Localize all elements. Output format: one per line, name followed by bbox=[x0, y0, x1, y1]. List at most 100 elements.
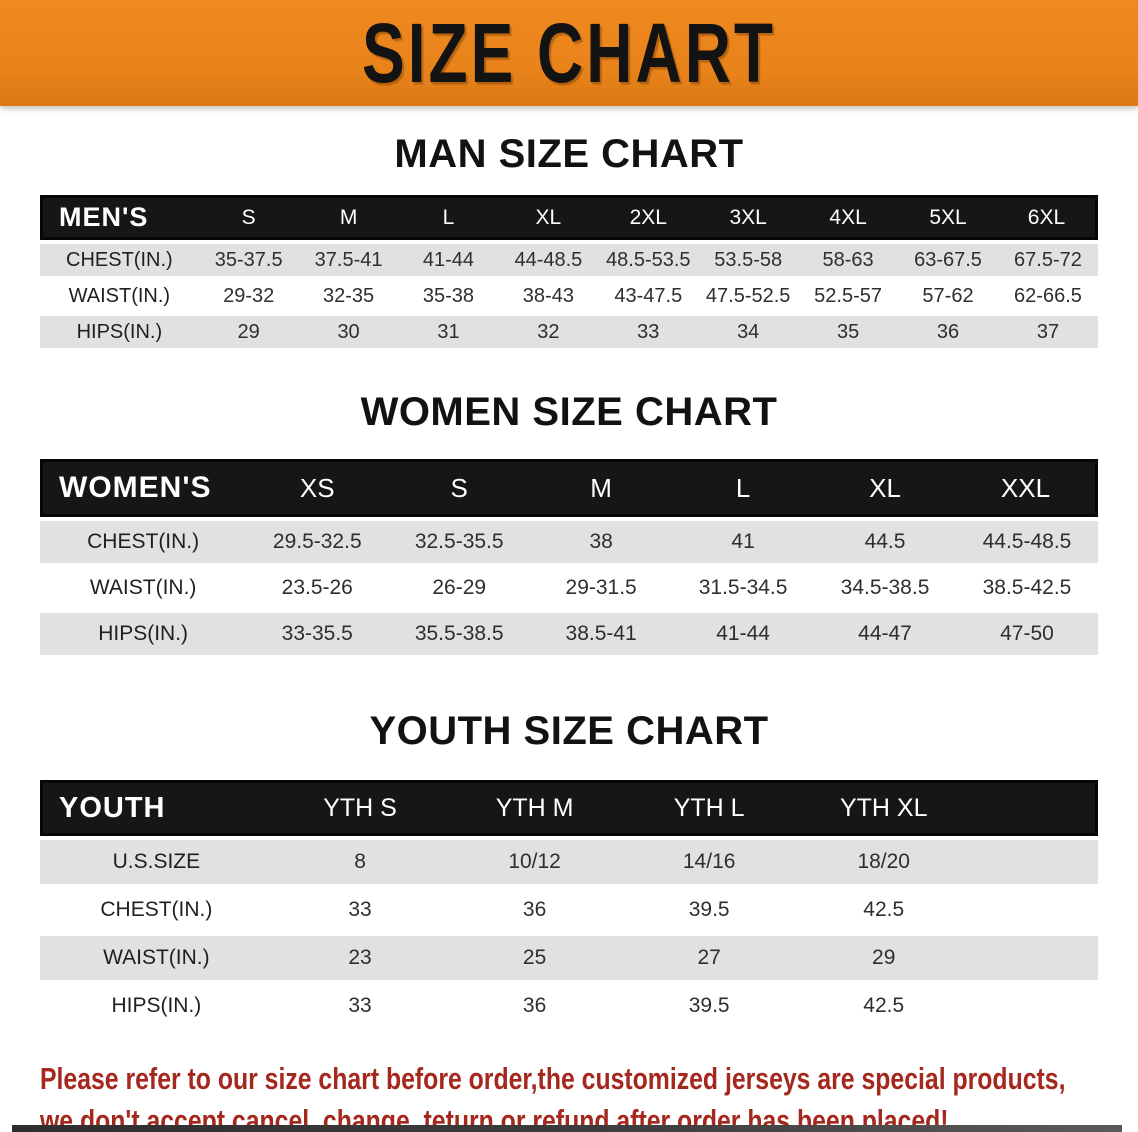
table-row: CHEST(IN.) 33 36 39.5 42.5 bbox=[40, 888, 1098, 932]
man-size-table-wrap: MEN'S S M L XL 2XL 3XL 4XL 5XL 6XL CHEST(IN.) 35-37… bbox=[0, 191, 1138, 352]
table-row: CHEST(IN.) 35-37.5 37.5-41 41-44 44-48.5 48.5… bbox=[40, 244, 1098, 276]
row-label: U.S.SIZE bbox=[40, 840, 273, 884]
row-label: HIPS(IN.) bbox=[40, 984, 273, 1028]
size-value-cell: 41-44 bbox=[398, 244, 499, 276]
row-label: WAIST(IN.) bbox=[40, 567, 247, 609]
size-value-cell: 33 bbox=[272, 888, 448, 932]
size-value-cell: 23 bbox=[272, 936, 448, 980]
size-column-header: YTH S bbox=[272, 780, 448, 836]
table-row: WAIST(IN.) 23 25 27 29 bbox=[40, 936, 1098, 980]
size-value-cell: 36 bbox=[447, 984, 622, 1028]
women-size-table-wrap: WOMEN'S XS S M L XL XXL CHEST(IN.) 29.5-32.5 32.5… bbox=[0, 455, 1138, 659]
size-value-cell: 33 bbox=[272, 984, 448, 1028]
size-value-cell: 25 bbox=[447, 936, 622, 980]
size-value-cell: 43-47.5 bbox=[598, 280, 699, 312]
size-value-cell: 33 bbox=[598, 316, 699, 348]
women-size-table: WOMEN'S XS S M L XL XXL CHEST(IN.) 29.5-32.5 32.5… bbox=[40, 455, 1098, 659]
size-value-cell: 34.5-38.5 bbox=[814, 567, 956, 609]
bottom-edge-strip bbox=[12, 1125, 1122, 1132]
size-value-cell: 29-32 bbox=[198, 280, 299, 312]
size-value-cell: 30 bbox=[298, 316, 399, 348]
disclaimer-line-1: Please refer to our size chart before or… bbox=[40, 1061, 1066, 1096]
size-column-header: XL bbox=[814, 459, 956, 517]
table-row: HIPS(IN.) 33 36 39.5 42.5 bbox=[40, 984, 1098, 1028]
spacer-cell bbox=[971, 888, 1098, 932]
women-section-title: WOMEN SIZE CHART bbox=[360, 390, 778, 434]
size-value-cell: 38.5-42.5 bbox=[955, 567, 1098, 609]
row-label: CHEST(IN.) bbox=[40, 521, 247, 563]
size-value-cell: 36 bbox=[898, 316, 998, 348]
table-row: WAIST(IN.) 23.5-26 26-29 29-31.5 31.5-34.5 34… bbox=[40, 567, 1098, 609]
size-value-cell: 63-67.5 bbox=[898, 244, 998, 276]
row-label: HIPS(IN.) bbox=[40, 613, 247, 655]
size-value-cell: 27 bbox=[621, 936, 797, 980]
size-column-header: S bbox=[388, 459, 531, 517]
size-column-header: XXL bbox=[955, 459, 1098, 517]
size-value-cell: 39.5 bbox=[621, 984, 797, 1028]
size-value-cell: 34 bbox=[698, 316, 799, 348]
size-column-header: S bbox=[198, 195, 299, 240]
size-value-cell: 44.5 bbox=[814, 521, 956, 563]
youth-section-title: YOUTH SIZE CHART bbox=[369, 709, 769, 753]
banner-title: SIZE CHART bbox=[362, 5, 776, 101]
size-value-cell: 31.5-34.5 bbox=[672, 567, 815, 609]
size-value-cell: 48.5-53.5 bbox=[598, 244, 699, 276]
size-chart-banner: SIZE CHART bbox=[0, 0, 1138, 106]
size-value-cell: 58-63 bbox=[798, 244, 899, 276]
size-value-cell: 38.5-41 bbox=[530, 613, 673, 655]
size-value-cell: 10/12 bbox=[447, 840, 622, 884]
size-column-header: M bbox=[298, 195, 399, 240]
size-column-header: 5XL bbox=[898, 195, 998, 240]
size-column-header: 3XL bbox=[698, 195, 799, 240]
row-label: HIPS(IN.) bbox=[40, 316, 199, 348]
size-value-cell: 35 bbox=[798, 316, 899, 348]
size-value-cell: 31 bbox=[398, 316, 499, 348]
size-value-cell: 23.5-26 bbox=[246, 567, 389, 609]
size-value-cell: 37.5-41 bbox=[298, 244, 399, 276]
table-header-label: WOMEN'S bbox=[40, 459, 247, 517]
size-value-cell: 41 bbox=[672, 521, 815, 563]
disclaimer-note: Please refer to our size chart before or… bbox=[40, 1058, 1138, 1132]
size-value-cell: 44.5-48.5 bbox=[955, 521, 1098, 563]
size-value-cell: 38-43 bbox=[498, 280, 599, 312]
size-column-header: YTH M bbox=[447, 780, 622, 836]
table-header-row: YOUTH YTH S YTH M YTH L YTH XL bbox=[40, 780, 1098, 836]
size-value-cell: 44-47 bbox=[814, 613, 956, 655]
size-value-cell: 32-35 bbox=[298, 280, 399, 312]
size-value-cell: 37 bbox=[997, 316, 1098, 348]
spacer-cell bbox=[971, 984, 1098, 1028]
size-value-cell: 47.5-52.5 bbox=[698, 280, 799, 312]
table-header-row: WOMEN'S XS S M L XL XXL bbox=[40, 459, 1098, 517]
row-label: WAIST(IN.) bbox=[40, 936, 273, 980]
size-value-cell: 36 bbox=[447, 888, 622, 932]
table-row: HIPS(IN.) 33-35.5 35.5-38.5 38.5-41 41-44 44-… bbox=[40, 613, 1098, 655]
size-value-cell: 29 bbox=[796, 936, 971, 980]
table-row: HIPS(IN.) 29 30 31 32 33 34 35 36 37 bbox=[40, 316, 1098, 348]
row-label: CHEST(IN.) bbox=[40, 888, 273, 932]
youth-size-table-wrap: YOUTH YTH S YTH M YTH L YTH XL U.S.SIZE 8 10/12… bbox=[0, 776, 1138, 1032]
size-value-cell: 57-62 bbox=[898, 280, 998, 312]
size-value-cell: 32 bbox=[498, 316, 599, 348]
spacer-header-cell bbox=[971, 780, 1098, 836]
size-value-cell: 42.5 bbox=[796, 984, 971, 1028]
size-value-cell: 35-37.5 bbox=[198, 244, 299, 276]
size-value-cell: 47-50 bbox=[955, 613, 1098, 655]
size-value-cell: 29.5-32.5 bbox=[246, 521, 389, 563]
size-value-cell: 67.5-72 bbox=[997, 244, 1098, 276]
table-row: U.S.SIZE 8 10/12 14/16 18/20 bbox=[40, 840, 1098, 884]
table-header-label: MEN'S bbox=[40, 195, 199, 240]
size-value-cell: 39.5 bbox=[621, 888, 797, 932]
size-value-cell: 18/20 bbox=[796, 840, 971, 884]
size-column-header: M bbox=[530, 459, 673, 517]
spacer-cell bbox=[971, 936, 1098, 980]
size-value-cell: 52.5-57 bbox=[798, 280, 899, 312]
size-value-cell: 44-48.5 bbox=[498, 244, 599, 276]
spacer-cell bbox=[971, 840, 1098, 884]
size-value-cell: 32.5-35.5 bbox=[388, 521, 531, 563]
size-column-header: 2XL bbox=[598, 195, 699, 240]
size-value-cell: 38 bbox=[530, 521, 673, 563]
size-column-header: 6XL bbox=[997, 195, 1098, 240]
size-value-cell: 35-38 bbox=[398, 280, 499, 312]
size-column-header: L bbox=[672, 459, 815, 517]
